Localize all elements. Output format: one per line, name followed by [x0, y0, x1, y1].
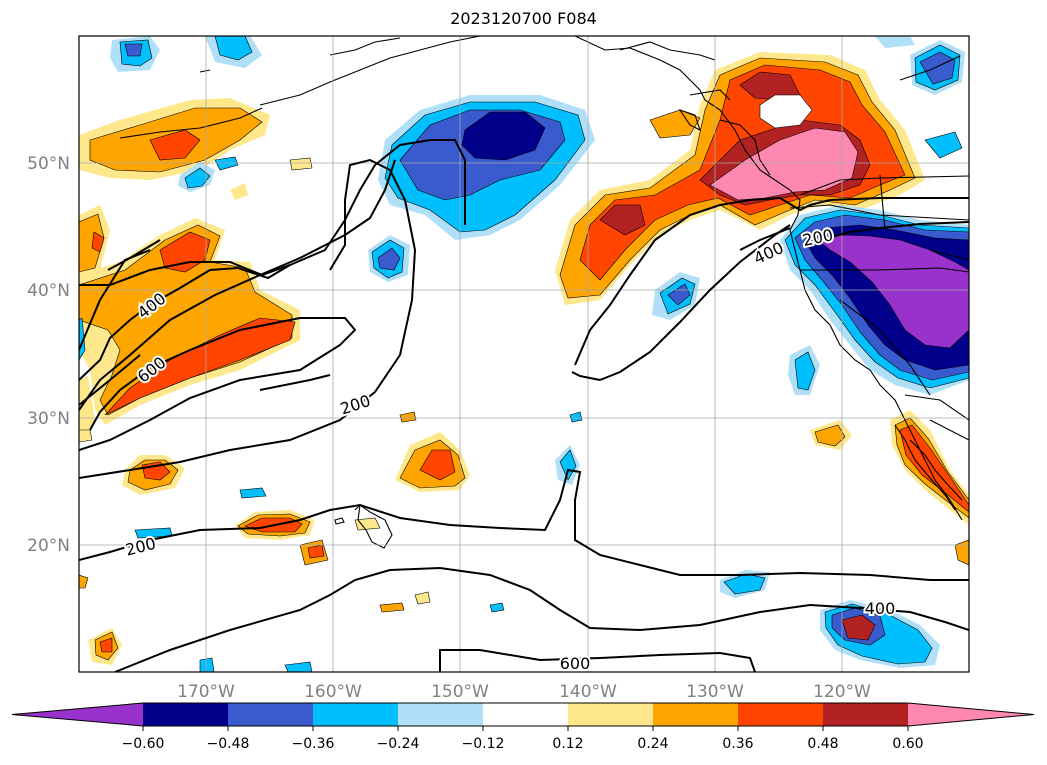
contour-label: 400 — [865, 599, 896, 618]
longitude-labels: 170°W 160°W 150°W 140°W 130°W 120°W — [177, 682, 871, 702]
contour-layer — [79, 139, 969, 672]
colorbar-extend-high — [908, 703, 1034, 726]
colorbar-segment — [313, 703, 398, 726]
colorbar-tick-label: 0.48 — [807, 736, 838, 752]
lon-label: 150°W — [431, 682, 489, 702]
colorbar-tick-label: −0.48 — [207, 736, 250, 752]
colorbar-segment — [823, 703, 908, 726]
colorbar: −0.60 −0.48 −0.36 −0.24 −0.12 0.12 0.24 0.36 0.4… — [11, 702, 1035, 752]
colorbar-tick-label: −0.24 — [377, 736, 420, 752]
colorbar-tick-label: −0.12 — [462, 736, 505, 752]
lon-label: 160°W — [304, 682, 362, 702]
colorbar-extend-low — [12, 703, 143, 726]
colorbar-tick-label: −0.36 — [292, 736, 335, 752]
map-title: 2023120700 F084 — [450, 9, 597, 28]
colorbar-segment — [483, 703, 568, 726]
lon-label: 140°W — [559, 682, 617, 702]
colorbar-tick-label: 0.36 — [722, 736, 753, 752]
colorbar-tick-label: 0.24 — [637, 736, 668, 752]
colorbar-segment — [398, 703, 483, 726]
lat-label: 20°N — [27, 536, 70, 556]
colorbar-segment — [568, 703, 653, 726]
lon-label: 170°W — [177, 682, 235, 702]
lon-label: 130°W — [686, 682, 744, 702]
lat-label: 50°N — [27, 154, 70, 174]
colorbar-segment — [738, 703, 823, 726]
colorbar-tick-label: 0.60 — [892, 736, 923, 752]
colorbar-segment — [653, 703, 738, 726]
graticule — [79, 36, 969, 672]
coastline-layer — [119, 36, 969, 549]
colorbar-segment — [228, 703, 313, 726]
colorbar-tick-label: −0.60 — [122, 736, 165, 752]
lon-label: 120°W — [813, 682, 871, 702]
map-frame — [78, 35, 970, 673]
lat-label: 40°N — [27, 281, 70, 301]
colorbar-tick-label: 0.12 — [552, 736, 583, 752]
latitude-labels: 50°N 40°N 30°N 20°N — [27, 154, 70, 556]
contour-label: 600 — [560, 654, 591, 673]
colorbar-segment — [143, 703, 228, 726]
lat-label: 30°N — [27, 409, 70, 429]
anomaly-fill-layer — [79, 36, 969, 672]
